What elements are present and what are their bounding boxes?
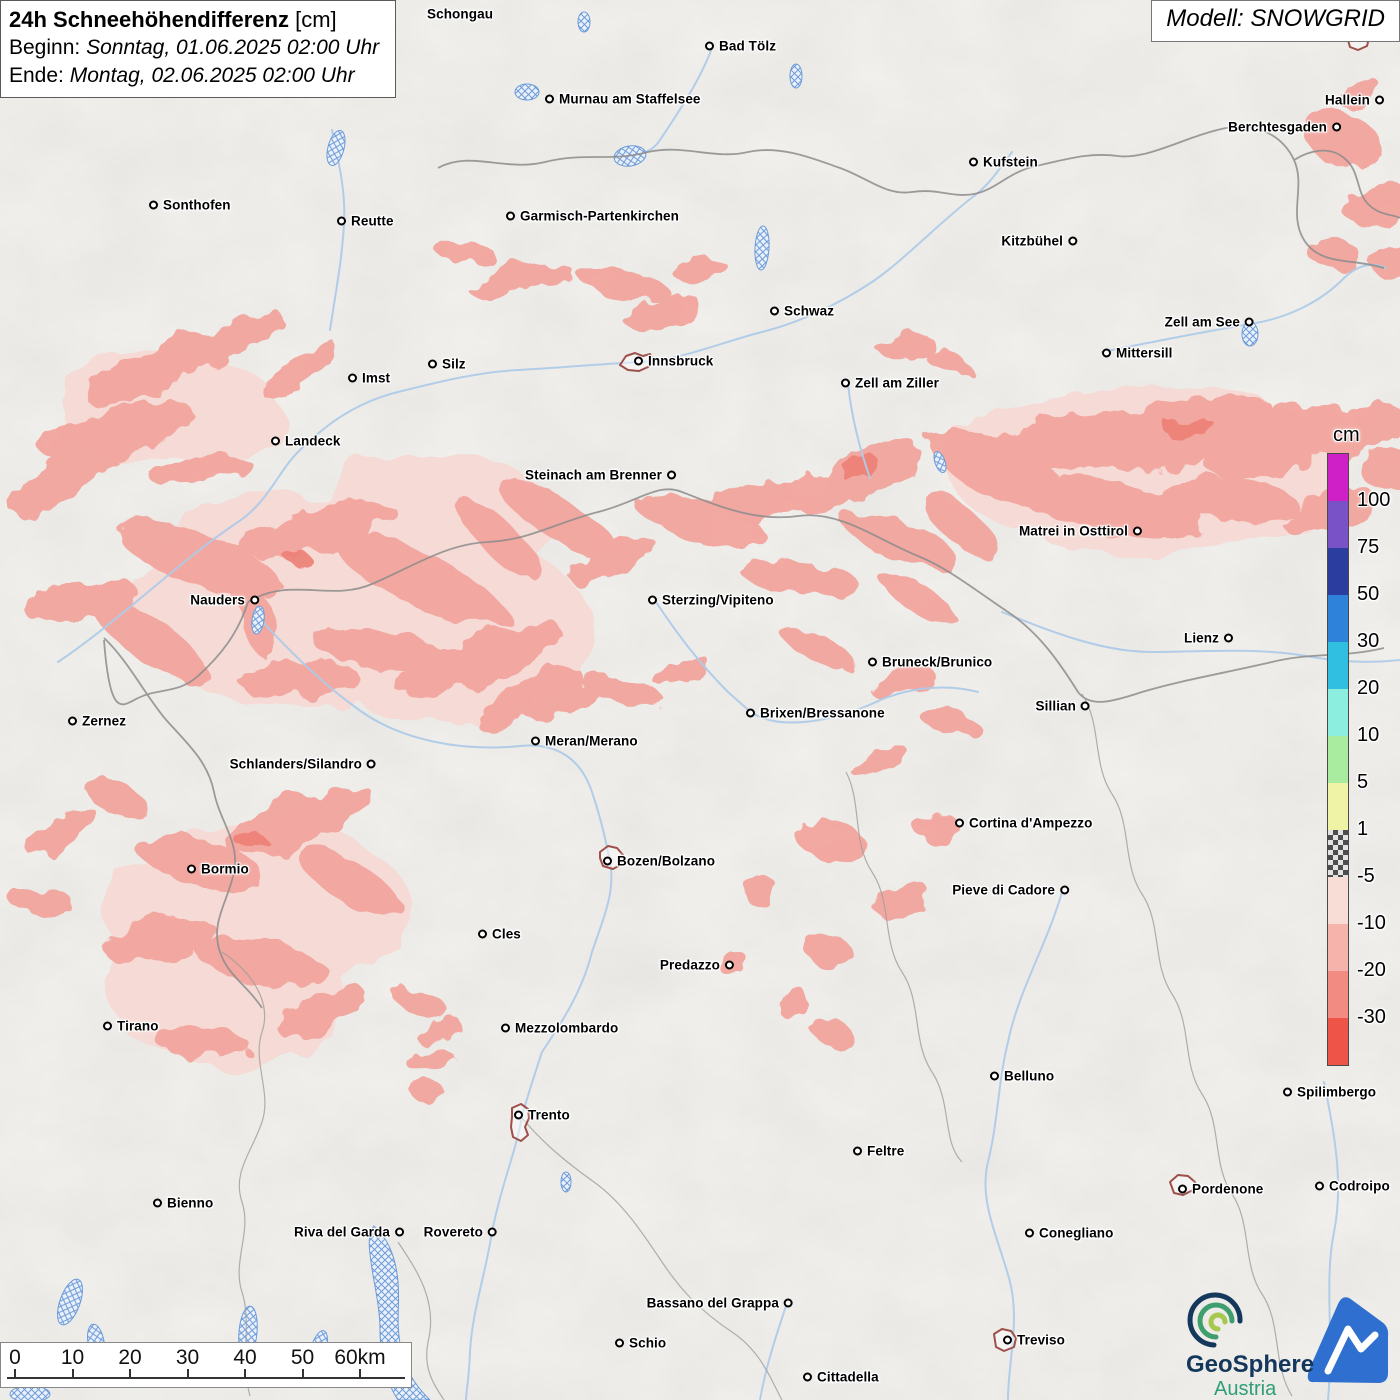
legend-segment-0 bbox=[1328, 454, 1348, 501]
legend-tick--20: -20 bbox=[1357, 959, 1386, 981]
scale-tick-5 bbox=[301, 1369, 304, 1378]
scale-tick-2 bbox=[129, 1369, 131, 1378]
end-value: Montag, 02.06.2025 02:00 Uhr bbox=[69, 63, 355, 87]
legend-segment-6 bbox=[1328, 736, 1348, 783]
scale-line bbox=[7, 1377, 405, 1379]
legend-segment-8 bbox=[1328, 830, 1348, 877]
end-label: Ende: bbox=[9, 63, 64, 87]
legend-tick-5: 5 bbox=[1357, 771, 1369, 793]
country-borders bbox=[103, 125, 1400, 1009]
legend-segment-4 bbox=[1328, 642, 1348, 689]
title-box: 24h Schneehöhendifferenz [cm] Beginn: So… bbox=[0, 0, 397, 99]
scale-tick-4 bbox=[244, 1369, 246, 1378]
legend-segment-1 bbox=[1328, 501, 1348, 548]
province-borders bbox=[221, 693, 1293, 1400]
mountain-icon bbox=[1307, 1297, 1389, 1383]
legend-tick-20: 20 bbox=[1357, 677, 1380, 699]
legend-tick-30: 30 bbox=[1357, 630, 1380, 652]
snow-diff-layer-mid bbox=[9, 79, 1400, 1103]
scale-label-0: 0 bbox=[9, 1346, 21, 1369]
legend-tick--30: -30 bbox=[1357, 1006, 1386, 1028]
city-boundary-bozen bbox=[599, 845, 624, 870]
legend-segment-10 bbox=[1328, 924, 1348, 971]
scale-label-3: 30 bbox=[175, 1346, 200, 1369]
legend-tick-50: 50 bbox=[1357, 583, 1380, 605]
legend-segment-9 bbox=[1328, 877, 1348, 924]
legend-tick--5: -5 bbox=[1357, 865, 1375, 887]
legend-segment-11 bbox=[1328, 971, 1348, 1018]
map-title: 24h Schneehöhendifferenz bbox=[9, 7, 289, 32]
geosphere-swirl-icon bbox=[1187, 1292, 1243, 1348]
legend-segment-12 bbox=[1328, 1018, 1348, 1065]
legend-tick-10: 10 bbox=[1357, 724, 1380, 746]
scale-bar: 0 10 20 30 40 50 60km bbox=[0, 1342, 412, 1388]
legend-segment-2 bbox=[1328, 548, 1348, 595]
scale-label-4: 40 bbox=[233, 1346, 257, 1369]
scale-tick-1 bbox=[71, 1369, 74, 1378]
legend-tick--10: -10 bbox=[1357, 912, 1386, 934]
legend-segment-7 bbox=[1328, 783, 1348, 830]
logo-subtitle: Austria bbox=[1214, 1378, 1277, 1400]
begin-value: Sonntag, 01.06.2025 02:00 Uhr bbox=[86, 36, 380, 60]
scale-tick-0 bbox=[14, 1369, 16, 1378]
city-boundary-trento bbox=[510, 1103, 530, 1142]
scale-label-1: 10 bbox=[60, 1346, 85, 1369]
scale-label-5: 50 bbox=[290, 1346, 315, 1369]
geosphere-logo: GeoSphere Austria bbox=[1178, 1283, 1400, 1400]
legend-tick-75: 75 bbox=[1357, 536, 1380, 558]
scale-tick-3 bbox=[186, 1369, 189, 1378]
scale-label-2: 20 bbox=[118, 1346, 142, 1369]
city-boundary-treviso bbox=[993, 1328, 1017, 1352]
snow-diff-layer-deep bbox=[234, 417, 1214, 847]
map-unit: [cm] bbox=[295, 7, 337, 32]
legend-tick-100: 100 bbox=[1357, 489, 1391, 511]
model-label: Modell: SNOWGRID bbox=[1151, 0, 1400, 42]
logo-title: GeoSphere bbox=[1186, 1351, 1315, 1378]
scale-tick-6 bbox=[359, 1369, 361, 1378]
legend-unit: cm bbox=[1333, 424, 1360, 446]
scale-label-6: 60km bbox=[334, 1346, 386, 1369]
snow-legend: cm 100 75 50 30 20 10 5 1 -5 -10 -20 -30 bbox=[1327, 424, 1390, 1066]
legend-colorbar bbox=[1327, 453, 1349, 1066]
legend-segment-3 bbox=[1328, 595, 1348, 642]
legend-tick-1: 1 bbox=[1357, 818, 1369, 840]
legend-segment-5 bbox=[1328, 689, 1348, 736]
begin-label: Beginn: bbox=[9, 36, 81, 60]
